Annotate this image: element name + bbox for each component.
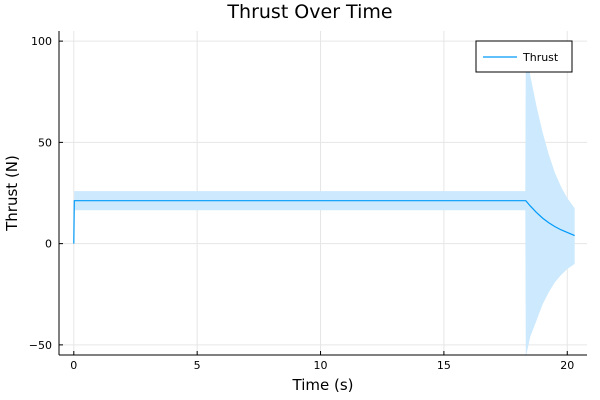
series-line-thrust: [73, 200, 575, 244]
x-tick-label: 10: [314, 359, 328, 372]
y-tick-label: 50: [38, 136, 52, 149]
series-line-layer: [73, 200, 575, 244]
data-point: [320, 200, 321, 201]
data-point: [548, 222, 549, 223]
data-point: [567, 232, 568, 233]
legend-label-thrust: Thrust: [522, 51, 559, 64]
data-point: [197, 200, 198, 201]
x-axis-title: Time (s): [292, 376, 354, 394]
y-tick-label: 100: [31, 35, 52, 48]
data-point: [74, 200, 75, 201]
x-tick-label: 0: [70, 359, 77, 372]
data-point: [574, 235, 575, 236]
data-point: [530, 205, 531, 206]
axes: [58, 31, 587, 356]
data-point: [443, 200, 444, 201]
y-tick-label: 0: [45, 238, 52, 251]
data-point: [525, 200, 526, 201]
legend: Thrust: [475, 40, 573, 73]
chart-title: Thrust Over Time: [226, 1, 392, 23]
x-tick-label: 20: [560, 359, 574, 372]
data-point: [554, 226, 555, 227]
x-tick-label: 15: [437, 359, 451, 372]
tick-labels: 0 5 10 15 20 −50 0 50 100: [29, 35, 574, 372]
data-point: [542, 218, 543, 219]
y-axis-title: Thrust (N): [3, 155, 21, 232]
y-tick-label: −50: [29, 339, 52, 352]
data-point: [536, 212, 537, 213]
data-point: [73, 243, 74, 244]
x-tick-label: 5: [194, 359, 201, 372]
data-point: [560, 229, 561, 230]
